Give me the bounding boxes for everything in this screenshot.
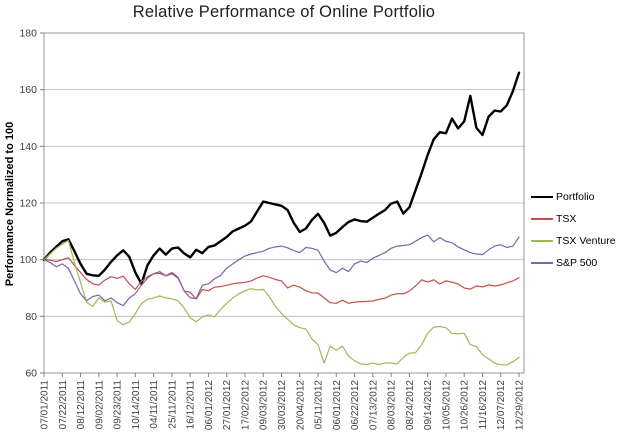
series-line-tsx bbox=[43, 257, 520, 304]
x-axis-label: 06/01/2012 bbox=[332, 380, 343, 430]
portfolio-line-swatch bbox=[531, 195, 553, 199]
legend-item-portfolio: Portfolio bbox=[531, 186, 619, 208]
y-axis-label: 120 bbox=[19, 198, 37, 210]
x-axis-label: 09/03/2012 bbox=[259, 380, 270, 430]
sp500-line-swatch bbox=[531, 262, 553, 264]
x-axis-label: 09/02/2011 bbox=[94, 380, 105, 430]
y-axis-label: 180 bbox=[19, 28, 37, 40]
x-axis-label: 07/01/2011 bbox=[40, 380, 51, 430]
x-axis-label: 30/03/2012 bbox=[277, 380, 288, 430]
x-axis-label: 09/23/2011 bbox=[113, 380, 124, 430]
x-axis-label: 10/05/2012 bbox=[441, 380, 452, 430]
legend-label: TSX bbox=[556, 213, 577, 225]
x-axis-label: 08/24/2012 bbox=[405, 380, 416, 430]
y-axis-label: 60 bbox=[25, 368, 37, 380]
x-axis-label: 12/29/2012 bbox=[515, 380, 526, 430]
x-axis-label: 16/12/2011 bbox=[186, 380, 197, 430]
x-axis-label: 20/04/2012 bbox=[295, 380, 306, 430]
series-line-tsx-venture bbox=[43, 239, 520, 366]
x-axis-label: 08/12/2011 bbox=[76, 380, 87, 430]
x-axis-label: 25/11/2011 bbox=[167, 380, 178, 429]
y-axis-title: Performance Normalized to 100 bbox=[4, 122, 16, 286]
x-axis-label: 11/16/2012 bbox=[478, 380, 489, 430]
x-axis-label: 10/14/2011 bbox=[131, 380, 142, 430]
x-axis-label: 08/03/2012 bbox=[387, 380, 398, 430]
x-axis-label: 04/11/2011 bbox=[149, 380, 160, 429]
legend-item-sp500: S&P 500 bbox=[531, 252, 619, 274]
y-axis-label: 80 bbox=[25, 311, 37, 323]
x-axis-label: 17/02/2012 bbox=[240, 380, 251, 430]
x-axis-label: 05/11/2012 bbox=[314, 380, 325, 430]
chart-title: Relative Performance of Online Portfolio bbox=[132, 3, 436, 21]
legend-label: Portfolio bbox=[556, 191, 595, 203]
x-axis-label: 10/26/2012 bbox=[460, 380, 471, 430]
x-axis-label: 07/13/2012 bbox=[368, 380, 379, 430]
x-axis-label: 09/14/2012 bbox=[423, 380, 434, 430]
y-axis-label: 100 bbox=[19, 254, 37, 266]
legend-label: TSX Venture bbox=[556, 235, 616, 247]
tsx-line-swatch bbox=[531, 218, 553, 220]
x-axis-label: 06/01/2012 bbox=[204, 380, 215, 430]
series-line-s-p-500 bbox=[43, 234, 520, 307]
series-line-portfolio bbox=[42, 71, 521, 285]
x-axis-label: 27/01/2012 bbox=[222, 380, 233, 430]
legend-item-tsx: TSX bbox=[531, 208, 619, 230]
y-axis-label: 140 bbox=[19, 141, 37, 153]
x-axis-label: 12/07/2012 bbox=[496, 380, 507, 430]
legend-label: S&P 500 bbox=[556, 257, 598, 269]
x-axis-label: 06/22/2012 bbox=[350, 380, 361, 430]
x-axis-label: 07/22/2011 bbox=[58, 380, 69, 430]
y-axis-label: 160 bbox=[19, 84, 37, 96]
legend-item-tsx-venture: TSX Venture bbox=[531, 230, 619, 252]
tsx-venture-line-swatch bbox=[531, 240, 553, 242]
legend: Portfolio TSX TSX Venture S&P 500 bbox=[531, 186, 619, 274]
